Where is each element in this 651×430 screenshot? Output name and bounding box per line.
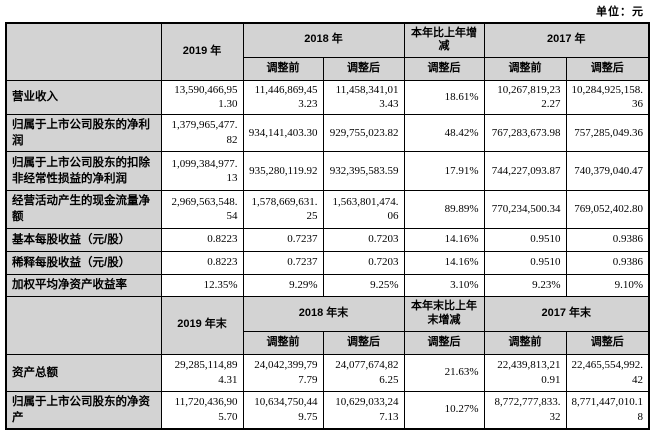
header-eoy-change-group: 本年末比上年末增减 [403,295,485,332]
value-cell: 0.9510 [483,227,567,252]
row-label: 归属于上市公司股东的净资产 [5,390,162,430]
row-label: 归属于上市公司股东的净利润 [5,114,162,153]
value-cell: 10,629,033,247.13 [322,390,405,430]
value-cell: 11,458,341,013.43 [322,79,405,116]
value-cell: 767,283,673.98 [483,114,567,153]
header-year-2018-group: 2018 年 [242,22,405,58]
row-label: 资产总额 [5,353,162,392]
subheader-eoy-2018-after: 调整后 [322,330,405,355]
value-cell: 48.42% [403,114,485,153]
value-cell: 29,285,114,894.31 [160,353,244,392]
value-cell: 0.9386 [565,227,650,252]
value-cell: 10,284,925,158.36 [565,79,650,116]
key-financials-table: 2019 年 2018 年 本年比上年增减 2017 年 调整前 调整后 调整后… [5,22,650,430]
value-cell: 14.16% [403,227,485,252]
value-cell: 0.8223 [160,227,244,252]
row-label: 加权平均净资产收益率 [5,273,162,297]
value-cell: 2,969,563,548.54 [160,190,244,229]
header-eoy-2017-group: 2017 年末 [483,295,650,332]
header-eoy-2019: 2019 年末 [160,295,244,355]
value-cell: 769,052,402.80 [565,190,650,229]
value-cell: 929,755,023.82 [322,114,405,153]
value-cell: 21.63% [403,353,485,392]
value-cell: 1,379,965,477.82 [160,114,244,153]
value-cell: 1,563,801,474.06 [322,190,405,229]
value-cell: 770,234,500.34 [483,190,567,229]
table-row: 归属于上市公司股东的净利润 1,379,965,477.82 934,141,4… [5,114,650,153]
row-label: 营业收入 [5,79,162,116]
value-cell: 9.10% [565,273,650,297]
table-row: 加权平均净资产收益率 12.35% 9.29% 9.25% 3.10% 9.23… [5,273,650,297]
header-eoy-2018-group: 2018 年末 [242,295,405,332]
row-label: 经营活动产生的现金流量净额 [5,190,162,229]
value-cell: 22,465,554,992.42 [565,353,650,392]
value-cell: 8,772,777,833.32 [483,390,567,430]
value-cell: 10.27% [403,390,485,430]
value-cell: 10,634,750,449.75 [242,390,324,430]
corner-cell-eoy [5,295,162,355]
value-cell: 8,771,447,010.18 [565,390,650,430]
table-row: 经营活动产生的现金流量净额 2,969,563,548.54 1,578,669… [5,190,650,229]
subheader-2018-before: 调整前 [242,56,324,81]
value-cell: 9.23% [483,273,567,297]
value-cell: 934,141,403.30 [242,114,324,153]
header-year-2019: 2019 年 [160,22,244,81]
value-cell: 0.9386 [565,250,650,275]
table-row: 基本每股收益（元/股） 0.8223 0.7237 0.7203 14.16% … [5,227,650,252]
value-cell: 14.16% [403,250,485,275]
unit-label: 单位：元 [596,6,644,18]
subheader-2017-after: 调整后 [565,56,650,81]
subheader-eoy-2017-before: 调整前 [483,330,567,355]
subheader-eoy-2018-before: 调整前 [242,330,324,355]
value-cell: 0.7237 [242,227,324,252]
value-cell: 1,099,384,977.13 [160,151,244,192]
table-row: 资产总额 29,285,114,894.31 24,042,399,797.79… [5,353,650,392]
value-cell: 0.8223 [160,250,244,275]
row-label: 基本每股收益（元/股） [5,227,162,252]
value-cell: 11,720,436,905.70 [160,390,244,430]
row-label: 稀释每股收益（元/股） [5,250,162,275]
value-cell: 18.61% [403,79,485,116]
value-cell: 0.7237 [242,250,324,275]
table-row: 归属于上市公司股东的扣除非经常性损益的净利润 1,099,384,977.13 … [5,151,650,192]
value-cell: 89.89% [403,190,485,229]
value-cell: 1,578,669,631.25 [242,190,324,229]
value-cell: 17.91% [403,151,485,192]
section1-header-row-groups: 2019 年 2018 年 本年比上年增减 2017 年 [5,22,650,81]
value-cell: 22,439,813,210.91 [483,353,567,392]
subheader-change-after: 调整后 [403,56,485,81]
value-cell: 12.35% [160,273,244,297]
table-row: 稀释每股收益（元/股） 0.8223 0.7237 0.7203 14.16% … [5,250,650,275]
value-cell: 9.29% [242,273,324,297]
table-row: 归属于上市公司股东的净资产 11,720,436,905.70 10,634,7… [5,390,650,430]
section2-header-row-groups: 2019 年末 2018 年末 本年末比上年末增减 2017 年末 [5,295,650,355]
value-cell: 24,042,399,797.79 [242,353,324,392]
section2-header-row-sub: 调整前 调整后 调整后 调整前 调整后 [6,330,650,355]
subheader-eoy-2017-after: 调整后 [565,330,650,355]
value-cell: 9.25% [322,273,405,297]
value-cell: 11,446,869,453.23 [242,79,324,116]
value-cell: 0.9510 [483,250,567,275]
value-cell: 935,280,119.92 [242,151,324,192]
value-cell: 0.7203 [322,227,405,252]
value-cell: 757,285,049.36 [565,114,650,153]
value-cell: 13,590,466,951.30 [160,79,244,116]
value-cell: 24,077,674,826.25 [322,353,405,392]
subheader-eoy-change-after: 调整后 [403,330,485,355]
corner-cell [5,22,162,81]
subheader-2018-after: 调整后 [322,56,405,81]
subheader-2017-before: 调整前 [483,56,567,81]
section1-header-row-sub: 调整前 调整后 调整后 调整前 调整后 [6,56,650,81]
value-cell: 744,227,093.87 [483,151,567,192]
value-cell: 740,379,040.47 [565,151,650,192]
value-cell: 10,267,819,232.27 [483,79,567,116]
header-year-2017-group: 2017 年 [483,22,650,58]
value-cell: 3.10% [403,273,485,297]
row-label: 归属于上市公司股东的扣除非经常性损益的净利润 [5,151,162,192]
value-cell: 0.7203 [322,250,405,275]
table-row: 营业收入 13,590,466,951.30 11,446,869,453.23… [5,79,650,116]
header-change-group: 本年比上年增减 [403,22,485,58]
value-cell: 932,395,583.59 [322,151,405,192]
